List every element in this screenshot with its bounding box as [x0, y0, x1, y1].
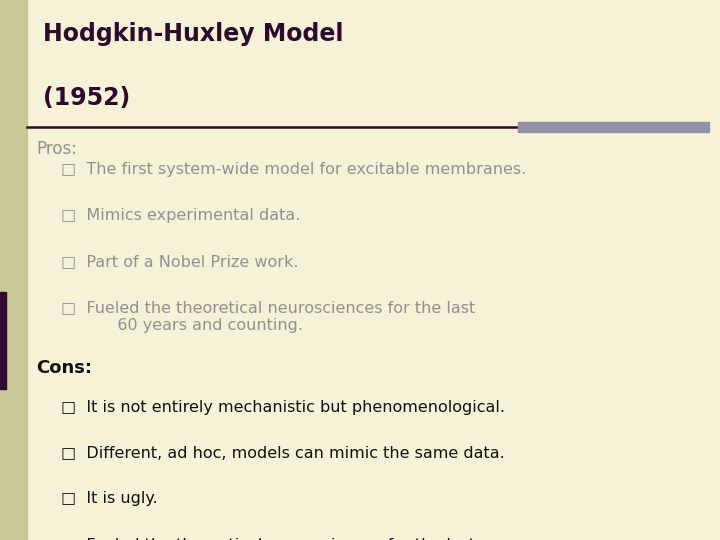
- Text: □  It is not entirely mechanistic but phenomenological.: □ It is not entirely mechanistic but phe…: [61, 400, 505, 415]
- Text: Pros:: Pros:: [36, 140, 77, 158]
- Text: □  Different, ad hoc, models can mimic the same data.: □ Different, ad hoc, models can mimic th…: [61, 446, 505, 461]
- Text: □  Fueled the theoretical neurosciences for the last
           60 years and cou: □ Fueled the theoretical neurosciences f…: [61, 537, 475, 540]
- Bar: [518, 122, 709, 132]
- Text: □  Fueled the theoretical neurosciences for the last
           60 years and cou: □ Fueled the theoretical neurosciences f…: [61, 300, 475, 333]
- Text: □  The first system-wide model for excitable membranes.: □ The first system-wide model for excita…: [61, 162, 526, 177]
- Text: Hodgkin-Huxley Model: Hodgkin-Huxley Model: [43, 22, 343, 45]
- Text: □  Part of a Nobel Prize work.: □ Part of a Nobel Prize work.: [61, 254, 299, 269]
- Text: □  Mimics experimental data.: □ Mimics experimental data.: [61, 208, 300, 223]
- Text: Cons:: Cons:: [36, 359, 92, 377]
- Text: (1952): (1952): [43, 86, 130, 110]
- Bar: [0, 0, 27, 540]
- Text: □  It is ugly.: □ It is ugly.: [61, 491, 158, 507]
- Bar: [0, 292, 6, 389]
